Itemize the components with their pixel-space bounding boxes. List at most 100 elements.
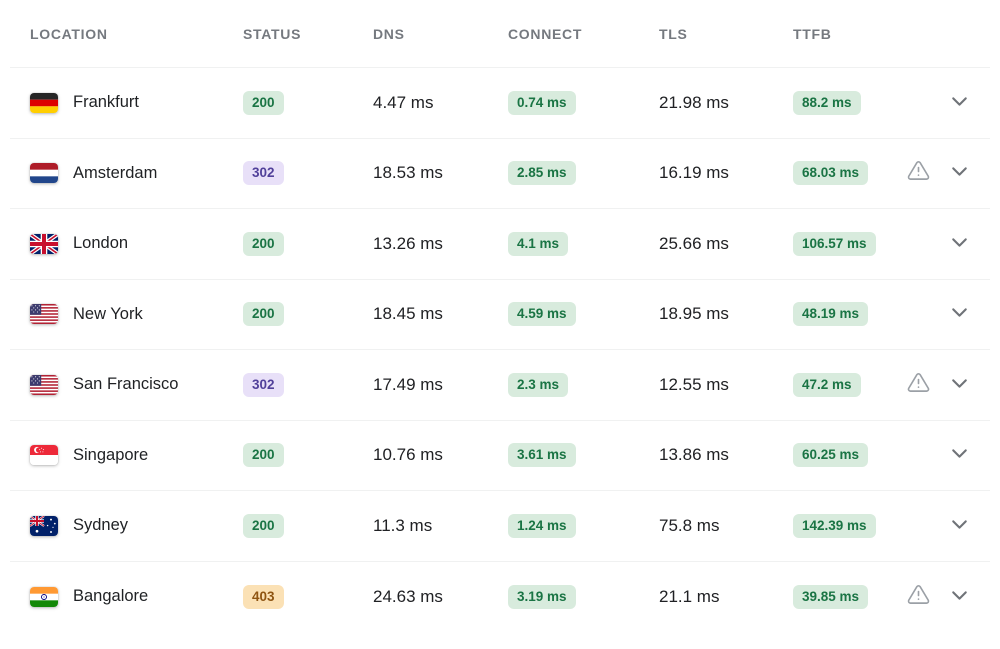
location-cell: Sydney	[30, 515, 243, 536]
chevron-down-icon	[947, 583, 972, 611]
status-badge: 403	[243, 584, 284, 609]
tls-value: 12.55 ms	[659, 374, 729, 394]
table-row[interactable]: Amsterdam 302 18.53 ms 2.85 ms 16.19 ms …	[10, 139, 990, 209]
flag-icon-united-states	[30, 374, 58, 395]
flag-icon-netherlands	[30, 163, 58, 184]
chevron-down-icon	[947, 159, 972, 187]
tls-value: 18.95 ms	[659, 304, 729, 324]
expand-row-button[interactable]	[945, 157, 974, 189]
connect-badge: 2.3 ms	[508, 372, 569, 397]
table-row[interactable]: San Francisco 302 17.49 ms 2.3 ms 12.55 …	[10, 350, 990, 421]
chevron-down-icon	[947, 230, 972, 258]
dns-value: 10.76 ms	[373, 445, 443, 465]
expand-row-button[interactable]	[945, 510, 974, 542]
location-cell: San Francisco	[30, 374, 243, 395]
dns-value: 11.3 ms	[373, 515, 433, 535]
ttfb-badge: 39.85 ms	[793, 584, 869, 609]
connect-badge: 3.19 ms	[508, 584, 576, 609]
location-label: Singapore	[73, 445, 149, 464]
ttfb-badge: 60.25 ms	[793, 443, 869, 467]
flag-icon-singapore	[30, 445, 58, 466]
connect-badge: 2.85 ms	[508, 161, 576, 185]
connect-badge: 1.24 ms	[508, 513, 576, 538]
location-label: San Francisco	[73, 375, 179, 394]
alert-triangle-icon	[907, 583, 930, 611]
chevron-down-icon	[947, 300, 972, 328]
dns-value: 24.63 ms	[373, 586, 443, 606]
table-row[interactable]: New York 200 18.45 ms 4.59 ms 18.95 ms 4…	[10, 280, 990, 350]
dns-value: 17.49 ms	[373, 374, 443, 394]
table-row[interactable]: London 200 13.26 ms 4.1 ms 25.66 ms 106.…	[10, 209, 990, 280]
column-header-location: Location	[30, 25, 108, 42]
dns-value: 4.47 ms	[373, 92, 434, 112]
chevron-down-icon	[947, 441, 972, 469]
expand-row-button[interactable]	[945, 228, 974, 260]
location-cell: London	[30, 233, 243, 254]
ttfb-badge: 142.39 ms	[793, 513, 876, 538]
column-header-status: Status	[243, 25, 302, 42]
expand-row-button[interactable]	[945, 439, 974, 471]
status-badge: 302	[243, 161, 284, 185]
column-header-tls: TLS	[659, 25, 688, 42]
status-badge: 302	[243, 372, 284, 397]
tls-value: 21.98 ms	[659, 92, 729, 112]
connect-badge: 4.59 ms	[508, 302, 576, 326]
column-header-ttfb: TTFB	[793, 25, 832, 42]
tls-value: 16.19 ms	[659, 163, 729, 183]
latency-table: Location Status DNS Connect TLS TTFB Fra…	[10, 0, 990, 632]
flag-icon-united-kingdom	[30, 233, 58, 254]
status-badge: 200	[243, 90, 284, 115]
location-label: London	[73, 234, 129, 253]
location-cell: New York	[30, 304, 243, 325]
ttfb-badge: 88.2 ms	[793, 90, 861, 115]
dns-value: 18.45 ms	[373, 304, 443, 324]
chevron-down-icon	[947, 371, 972, 399]
status-badge: 200	[243, 513, 284, 538]
tls-value: 25.66 ms	[659, 233, 729, 253]
warning-cell	[898, 583, 938, 611]
dns-value: 18.53 ms	[373, 163, 443, 183]
location-label: Sydney	[73, 516, 129, 535]
flag-icon-australia	[30, 515, 58, 536]
column-header-dns: DNS	[373, 25, 405, 42]
location-cell: Frankfurt	[30, 92, 243, 113]
location-cell: Singapore	[30, 445, 243, 466]
tls-value: 75.8 ms	[659, 515, 720, 535]
table-row[interactable]: Bangalore 403 24.63 ms 3.19 ms 21.1 ms 3…	[10, 562, 990, 633]
column-header-connect: Connect	[508, 25, 583, 42]
connect-badge: 3.61 ms	[508, 443, 576, 467]
tls-value: 21.1 ms	[659, 586, 720, 606]
flag-icon-united-states	[30, 304, 58, 325]
ttfb-badge: 106.57 ms	[793, 231, 876, 256]
flag-icon-india	[30, 586, 58, 607]
warning-cell	[898, 371, 938, 399]
warning-cell	[898, 159, 938, 187]
chevron-down-icon	[947, 512, 972, 540]
ttfb-badge: 48.19 ms	[793, 302, 869, 326]
location-cell: Amsterdam	[30, 163, 243, 184]
table-row[interactable]: Sydney 200 11.3 ms 1.24 ms 75.8 ms 142.3…	[10, 491, 990, 562]
table-row[interactable]: Singapore 200 10.76 ms 3.61 ms 13.86 ms …	[10, 421, 990, 491]
tls-value: 13.86 ms	[659, 445, 729, 465]
location-cell: Bangalore	[30, 586, 243, 607]
location-label: New York	[73, 304, 143, 323]
flag-icon-germany	[30, 92, 58, 113]
expand-row-button[interactable]	[945, 298, 974, 330]
alert-triangle-icon	[907, 371, 930, 399]
status-badge: 200	[243, 231, 284, 256]
ttfb-badge: 68.03 ms	[793, 161, 869, 185]
expand-row-button[interactable]	[945, 369, 974, 401]
table-row[interactable]: Frankfurt 200 4.47 ms 0.74 ms 21.98 ms 8…	[10, 68, 990, 139]
status-badge: 200	[243, 302, 284, 326]
connect-badge: 0.74 ms	[508, 90, 576, 115]
alert-triangle-icon	[907, 159, 930, 187]
chevron-down-icon	[947, 89, 972, 117]
location-label: Frankfurt	[73, 93, 140, 112]
expand-row-button[interactable]	[945, 87, 974, 119]
connect-badge: 4.1 ms	[508, 231, 569, 256]
table-body: Frankfurt 200 4.47 ms 0.74 ms 21.98 ms 8…	[10, 68, 990, 632]
expand-row-button[interactable]	[945, 581, 974, 613]
location-label: Amsterdam	[73, 163, 158, 182]
location-label: Bangalore	[73, 587, 149, 606]
dns-value: 13.26 ms	[373, 233, 443, 253]
